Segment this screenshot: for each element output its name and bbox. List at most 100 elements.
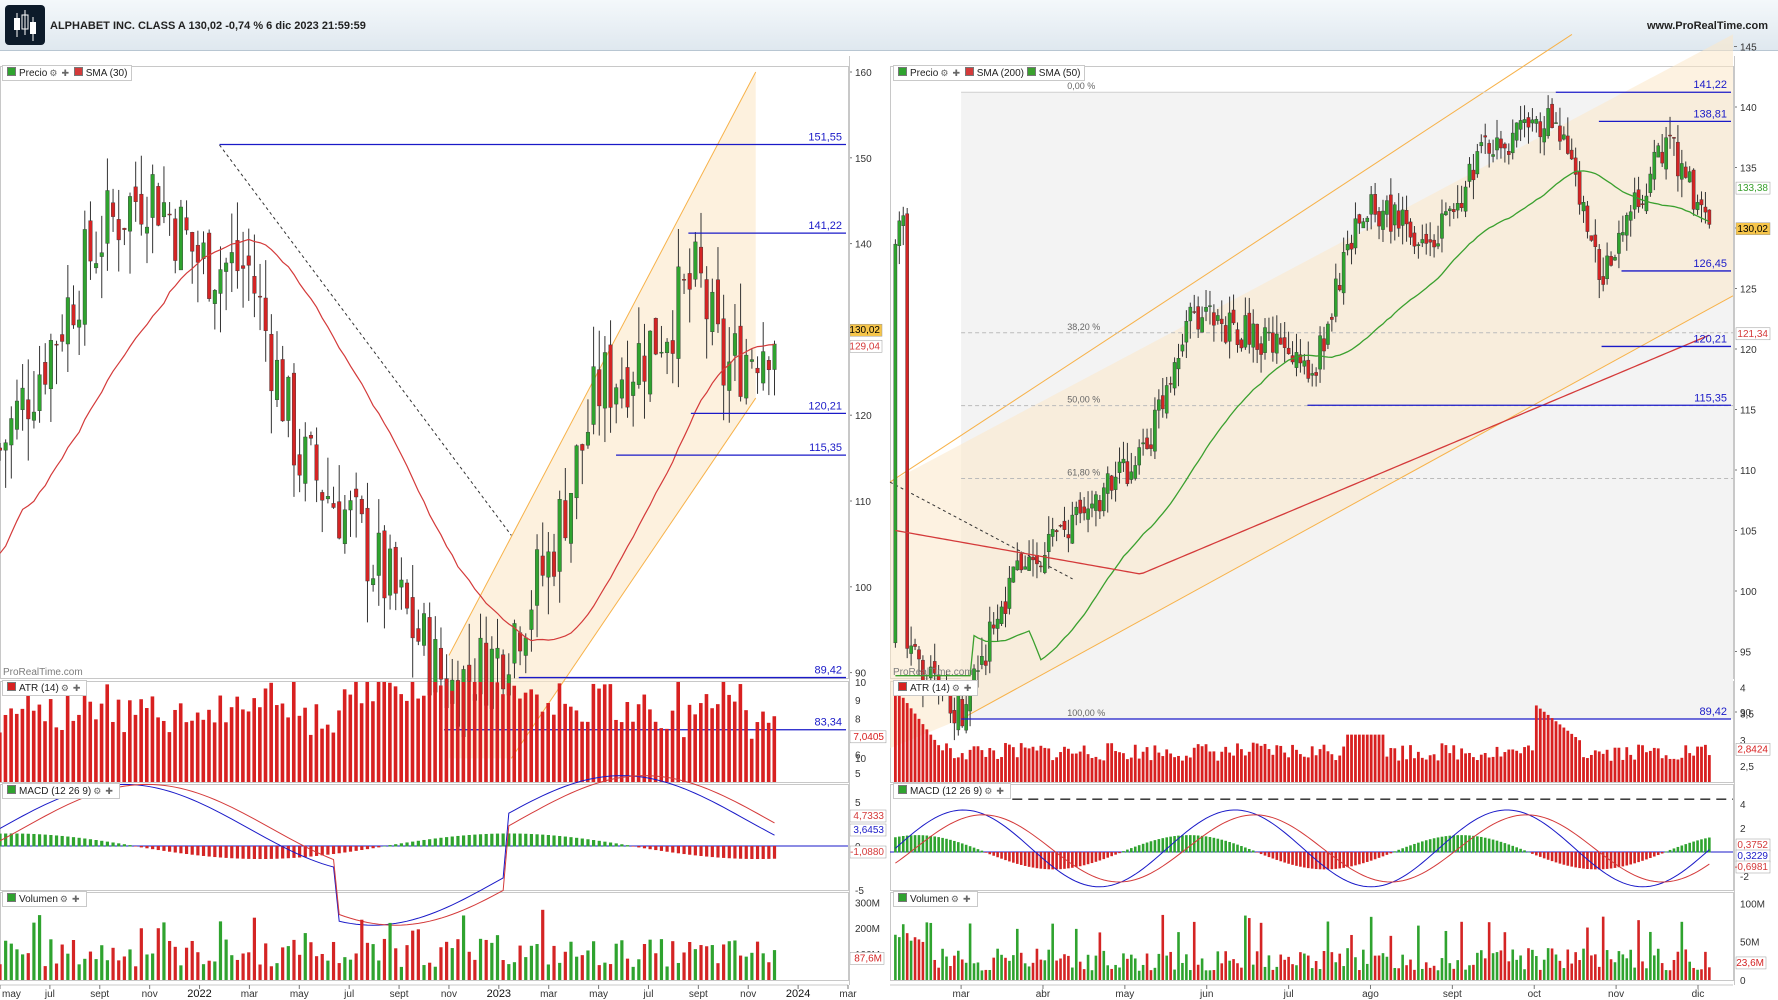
right-macd-hist-bar	[1668, 849, 1672, 853]
left-macd-legend[interactable]: MACD (12 26 9) ⚙ ✚	[2, 783, 120, 799]
add-icon[interactable]: ✚	[105, 786, 113, 796]
right-macd-hist-bar	[1696, 840, 1699, 853]
left-atr-bar	[659, 728, 664, 782]
right-atr-bar	[1283, 752, 1287, 782]
left-candle-body	[314, 444, 319, 481]
right-macd-hist-bar	[1082, 852, 1086, 866]
right-candle-body	[1188, 306, 1193, 322]
app-logo[interactable]	[5, 5, 45, 45]
wrench-icon[interactable]: ⚙	[951, 683, 960, 693]
left-candle-body	[60, 334, 65, 342]
add-icon[interactable]: ✚	[963, 894, 971, 904]
right-atr-bar	[933, 739, 937, 782]
left-volume-bar	[405, 945, 409, 980]
right-volume-bar	[1432, 965, 1436, 980]
left-price-tick-label: 100	[855, 583, 872, 594]
right-level-label: 126,45	[1693, 258, 1727, 270]
right-candle-body	[1593, 234, 1598, 247]
right-macd-hist-bar	[960, 843, 964, 853]
left-atr-bar	[693, 714, 697, 782]
right-macd-hist-bar	[1660, 852, 1664, 854]
left-volume-bar	[309, 942, 313, 980]
add-icon[interactable]: ✚	[72, 894, 80, 904]
right-volume-bar	[1334, 962, 1338, 980]
wrench-icon[interactable]: ⚙	[940, 68, 949, 78]
left-atr-legend[interactable]: ATR (14) ⚙ ✚	[2, 680, 88, 696]
left-volume-bar	[122, 956, 126, 980]
left-candle-body	[82, 229, 87, 325]
left-macd-hist-bar	[569, 837, 573, 847]
right-atr-bar	[1067, 748, 1070, 782]
right-atr-bar	[1173, 757, 1176, 782]
left-macd-hist-bar	[478, 834, 483, 847]
right-price-tick-label: 125	[1740, 285, 1757, 296]
right-macd-hist-bar	[901, 836, 905, 853]
atr-swatch-icon	[7, 682, 16, 691]
right-candle-body	[1054, 530, 1059, 533]
left-volume-bar	[507, 964, 511, 980]
right-macd-hist-bar	[1110, 852, 1113, 857]
left-candle-body	[3, 442, 8, 451]
left-macd-hist-bar	[269, 846, 273, 859]
right-volume-legend[interactable]: Volumen ⚙ ✚	[893, 891, 978, 907]
left-candle-body	[263, 297, 268, 332]
right-macd-legend[interactable]: MACD (12 26 9) ⚙ ✚	[893, 783, 1011, 799]
right-volume-bar	[1220, 963, 1224, 980]
right-volume-bar	[1385, 956, 1389, 980]
right-macd-hist-bar	[1259, 852, 1263, 855]
add-icon[interactable]: ✚	[952, 68, 960, 78]
right-atr-bar	[1196, 744, 1200, 782]
right-candle-body	[960, 699, 965, 727]
left-volume-bar	[428, 962, 432, 980]
wrench-icon[interactable]: ⚙	[49, 68, 58, 78]
right-macd-hist-bar	[1503, 843, 1507, 853]
right-candle-body	[1192, 311, 1197, 313]
left-volume-legend[interactable]: Volumen ⚙ ✚	[2, 891, 87, 907]
right-atr-bar	[1680, 757, 1684, 782]
wrench-icon[interactable]: ⚙	[950, 894, 959, 904]
right-atr-bar	[964, 759, 968, 782]
wrench-icon[interactable]: ⚙	[60, 683, 69, 693]
left-volume-bar	[501, 960, 505, 980]
left-macd-hist-bar	[134, 846, 138, 847]
left-candle-body	[399, 579, 404, 588]
right-candle-body	[1644, 195, 1649, 212]
right-atr-bar	[1704, 744, 1707, 782]
right-candle-body	[1286, 347, 1291, 355]
right-candle-body	[1514, 122, 1519, 141]
left-atr-bar	[495, 682, 500, 782]
right-macd-hist-bar	[1456, 835, 1459, 853]
left-atr-bar	[348, 694, 353, 782]
right-macd-hist-bar	[925, 835, 929, 853]
right-atr-bar	[1483, 753, 1487, 782]
right-macd-hist-bar	[992, 852, 995, 856]
right-volume-bar	[1122, 953, 1125, 980]
right-sma50-line	[895, 170, 1710, 677]
right-atr-legend[interactable]: ATR (14) ⚙ ✚	[893, 680, 979, 696]
add-icon[interactable]: ✚	[996, 786, 1004, 796]
right-sma200-box: 121,34	[1737, 329, 1768, 340]
left-price-legend[interactable]: Precio ⚙ ✚ SMA (30)	[2, 65, 133, 81]
wrench-icon[interactable]: ⚙	[93, 786, 102, 796]
site-link[interactable]: www.ProRealTime.com	[1646, 20, 1768, 32]
right-price-legend[interactable]: Precio ⚙ ✚ SMA (200) SMA (50)	[893, 65, 1086, 81]
left-atr-bar	[99, 703, 104, 782]
wrench-icon[interactable]: ⚙	[984, 786, 993, 796]
right-volume-bar	[925, 922, 929, 980]
right-atr-bar	[968, 749, 972, 782]
right-atr-bar	[952, 758, 956, 782]
left-candle-body	[331, 503, 336, 508]
add-icon[interactable]: ✚	[72, 683, 81, 693]
wrench-icon[interactable]: ⚙	[59, 894, 68, 904]
left-atr-bar	[71, 720, 76, 782]
right-macd-hist-bar	[1141, 843, 1145, 853]
add-icon[interactable]: ✚	[963, 683, 972, 693]
add-icon[interactable]: ✚	[61, 68, 69, 78]
left-atr-bar	[597, 688, 601, 782]
left-volume-bar	[88, 951, 93, 980]
left-volume-bar	[490, 942, 494, 980]
right-candle-body	[1377, 211, 1381, 227]
left-volume-bar	[693, 949, 697, 980]
right-candle-body	[1298, 354, 1303, 364]
